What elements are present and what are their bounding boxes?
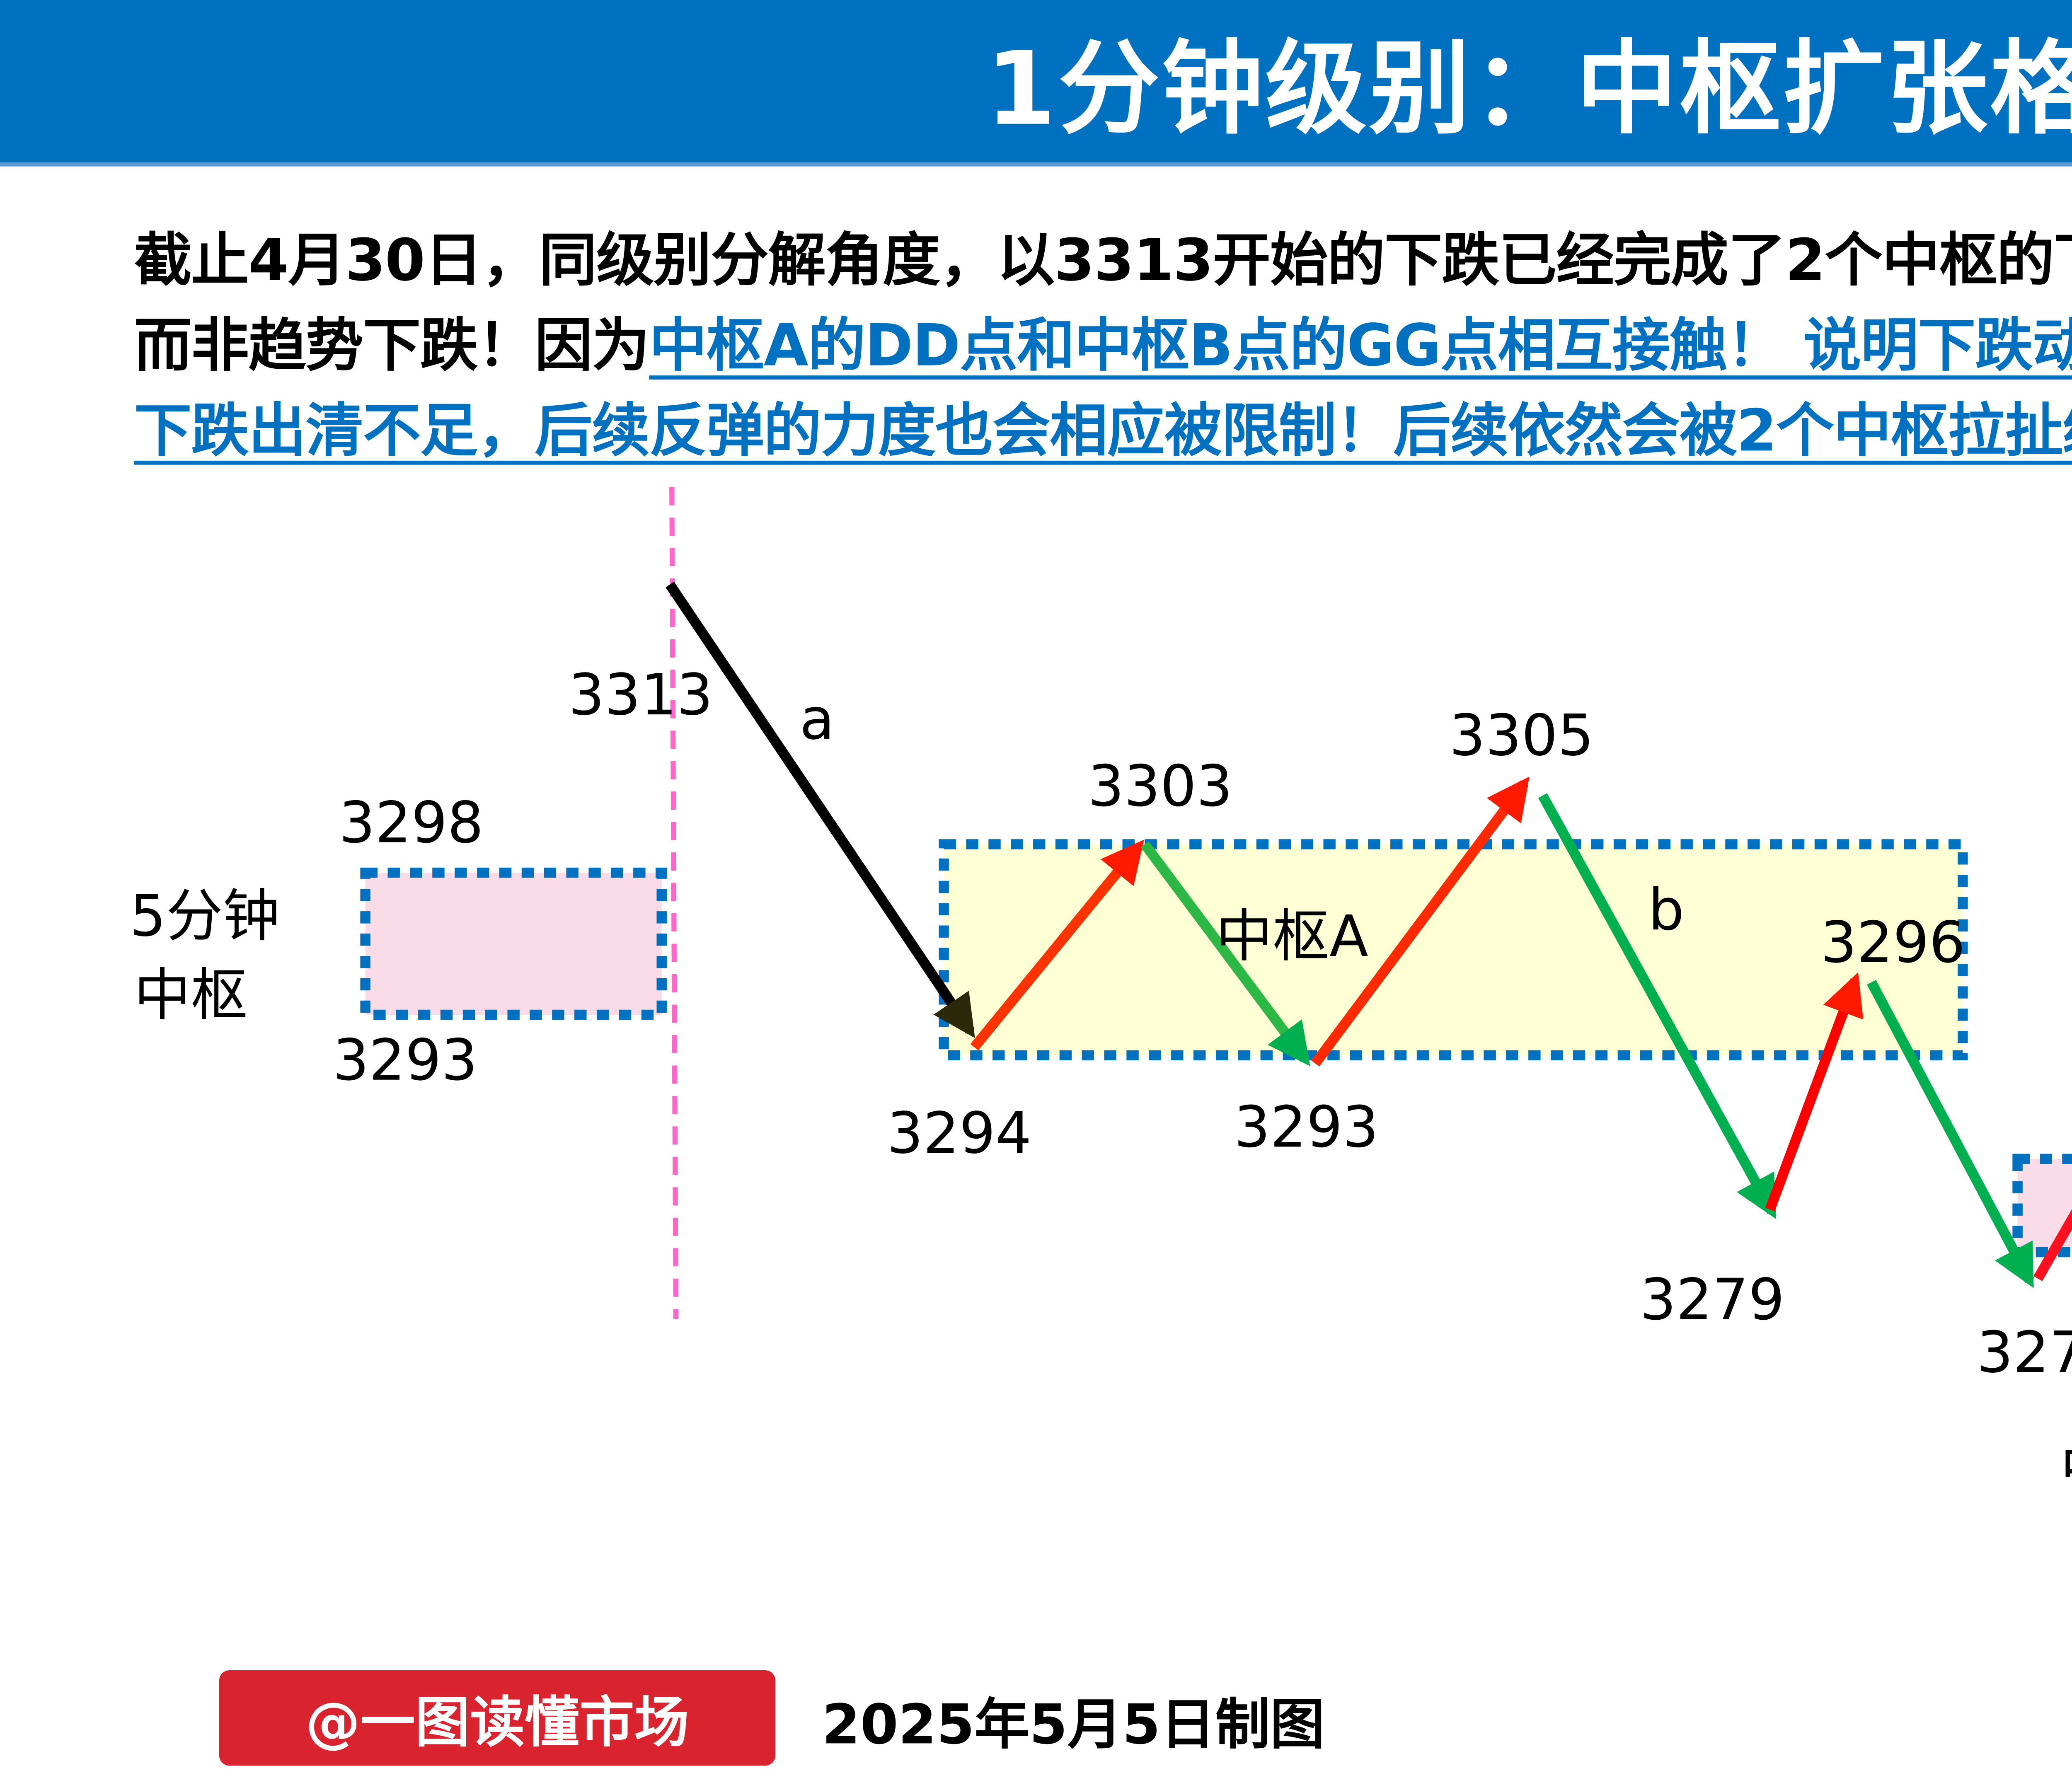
pivot-b-box: [2012, 1154, 2072, 1258]
start-divider-line: [669, 487, 679, 1319]
segment-a-arrow: [666, 581, 975, 1038]
description-line-1: 截止4月30日，同级别分解角度，以3313开始的下跌已经完成了2个中枢的下跌，但…: [134, 227, 2072, 295]
point-3277: 3277: [1977, 1320, 2072, 1386]
description-line-3-highlight: 下跌出清不足，后续反弹的力度也会相应被限制！后续依然会被2个中枢拉扯缠绕！: [134, 398, 2072, 465]
point-3303: 3303: [1088, 753, 1232, 819]
description-paragraph: 截止4月30日，同级别分解角度，以3313开始的下跌已经完成了2个中枢的下跌，但…: [134, 219, 2072, 475]
five-min-pivot-box: [360, 867, 667, 1020]
segment-a-label: a: [800, 687, 835, 752]
description-line-2: 而非趋势下跌！因为中枢A的DD点和中枢B点的GG点相互接触！ 说明下跌动能不足，…: [134, 305, 2072, 390]
down-arrow: [1867, 980, 2034, 1288]
brand-badge: @一图读懂市场: [219, 1670, 776, 1766]
point-3296: 3296: [1820, 910, 1965, 976]
point-3279: 3279: [1640, 1267, 1785, 1333]
point-3294: 3294: [887, 1101, 1031, 1166]
segment-b-arrow: [1538, 793, 1777, 1219]
pivot-a-label: 中枢A: [1216, 904, 1368, 970]
segment-b-label: b: [1648, 877, 1684, 943]
down-arrow: [1140, 841, 1310, 1067]
description-line-2-highlight: 中枢A的DD点和中枢B点的GG点相互接触！ 说明下跌动能不足，但也意味着: [649, 312, 2072, 380]
chart-date: 2025年5月5日制图: [822, 1694, 1325, 1758]
five-min-pivot-label-1: 5分钟: [130, 883, 279, 949]
up-arrow: [970, 839, 1144, 1051]
up-arrow: [2033, 1209, 2072, 1281]
point-3293: 3293: [1234, 1094, 1379, 1160]
title-bar: 1分钟级别：中枢扩张格局: [0, 0, 2072, 167]
pivot-b-label: 中枢B: [2060, 1435, 2072, 1501]
point-3313: 3313: [568, 662, 713, 728]
five-min-pivot-high: 3298: [339, 790, 484, 856]
point-3305: 3305: [1449, 703, 1594, 769]
page-title: 1分钟级别：中枢扩张格局: [985, 30, 2072, 148]
five-min-pivot-label-2: 中枢: [134, 963, 247, 1028]
five-min-pivot-low: 3293: [333, 1028, 477, 1093]
description-line-2-black: 而非趋势下跌！因为: [134, 312, 650, 380]
up-arrow: [1765, 972, 1864, 1212]
description-line-3: 下跌出清不足，后续反弹的力度也会相应被限制！后续依然会被2个中枢拉扯缠绕！: [134, 389, 2072, 475]
up-arrow: [1311, 776, 1530, 1067]
